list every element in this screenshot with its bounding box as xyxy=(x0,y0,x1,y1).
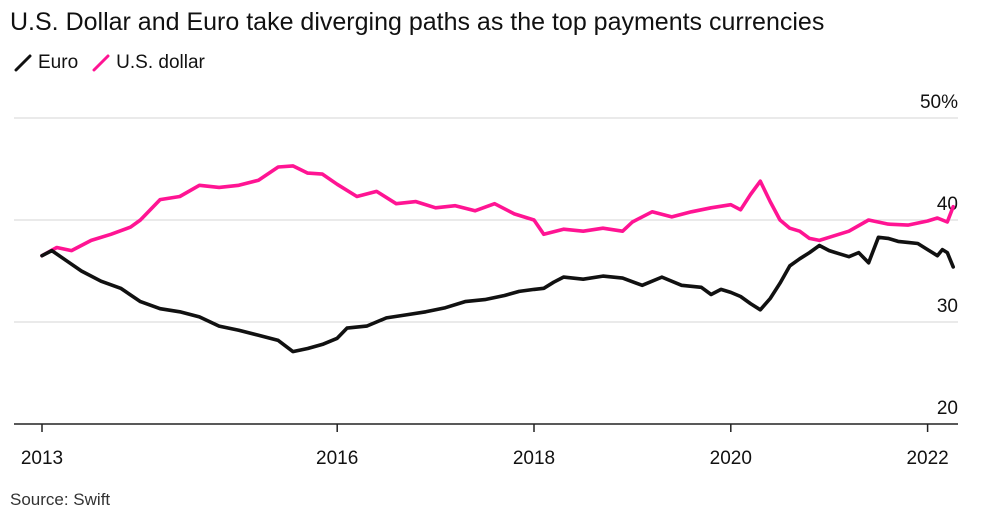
legend-label-us-dollar: U.S. dollar xyxy=(116,52,205,73)
series-line-u-s-dollar xyxy=(40,164,955,258)
us-dollar-swatch-icon xyxy=(92,54,110,72)
y-tick-label-50: 50% xyxy=(920,92,958,113)
euro-swatch-icon xyxy=(14,54,32,72)
legend-item-us-dollar: U.S. dollar xyxy=(92,52,205,74)
legend-label-euro: Euro xyxy=(38,52,79,73)
source-note: Source: Swift xyxy=(10,490,111,509)
x-tick-label-2022: 2022 xyxy=(906,448,948,469)
y-tick-label-40: 40 xyxy=(937,194,958,215)
x-tick-label-2020: 2020 xyxy=(710,448,752,469)
series-line-euro xyxy=(40,235,955,354)
y-tick-label-30: 30 xyxy=(937,296,958,317)
chart-title: U.S. Dollar and Euro take diverging path… xyxy=(10,8,825,36)
x-tick-label-2016: 2016 xyxy=(316,448,358,469)
legend: Euro U.S. dollar xyxy=(14,52,219,74)
x-tick-label-2018: 2018 xyxy=(513,448,555,469)
legend-item-euro: Euro xyxy=(14,52,78,74)
x-tick-label-2013: 2013 xyxy=(21,448,63,469)
y-tick-label-20: 20 xyxy=(937,398,958,419)
